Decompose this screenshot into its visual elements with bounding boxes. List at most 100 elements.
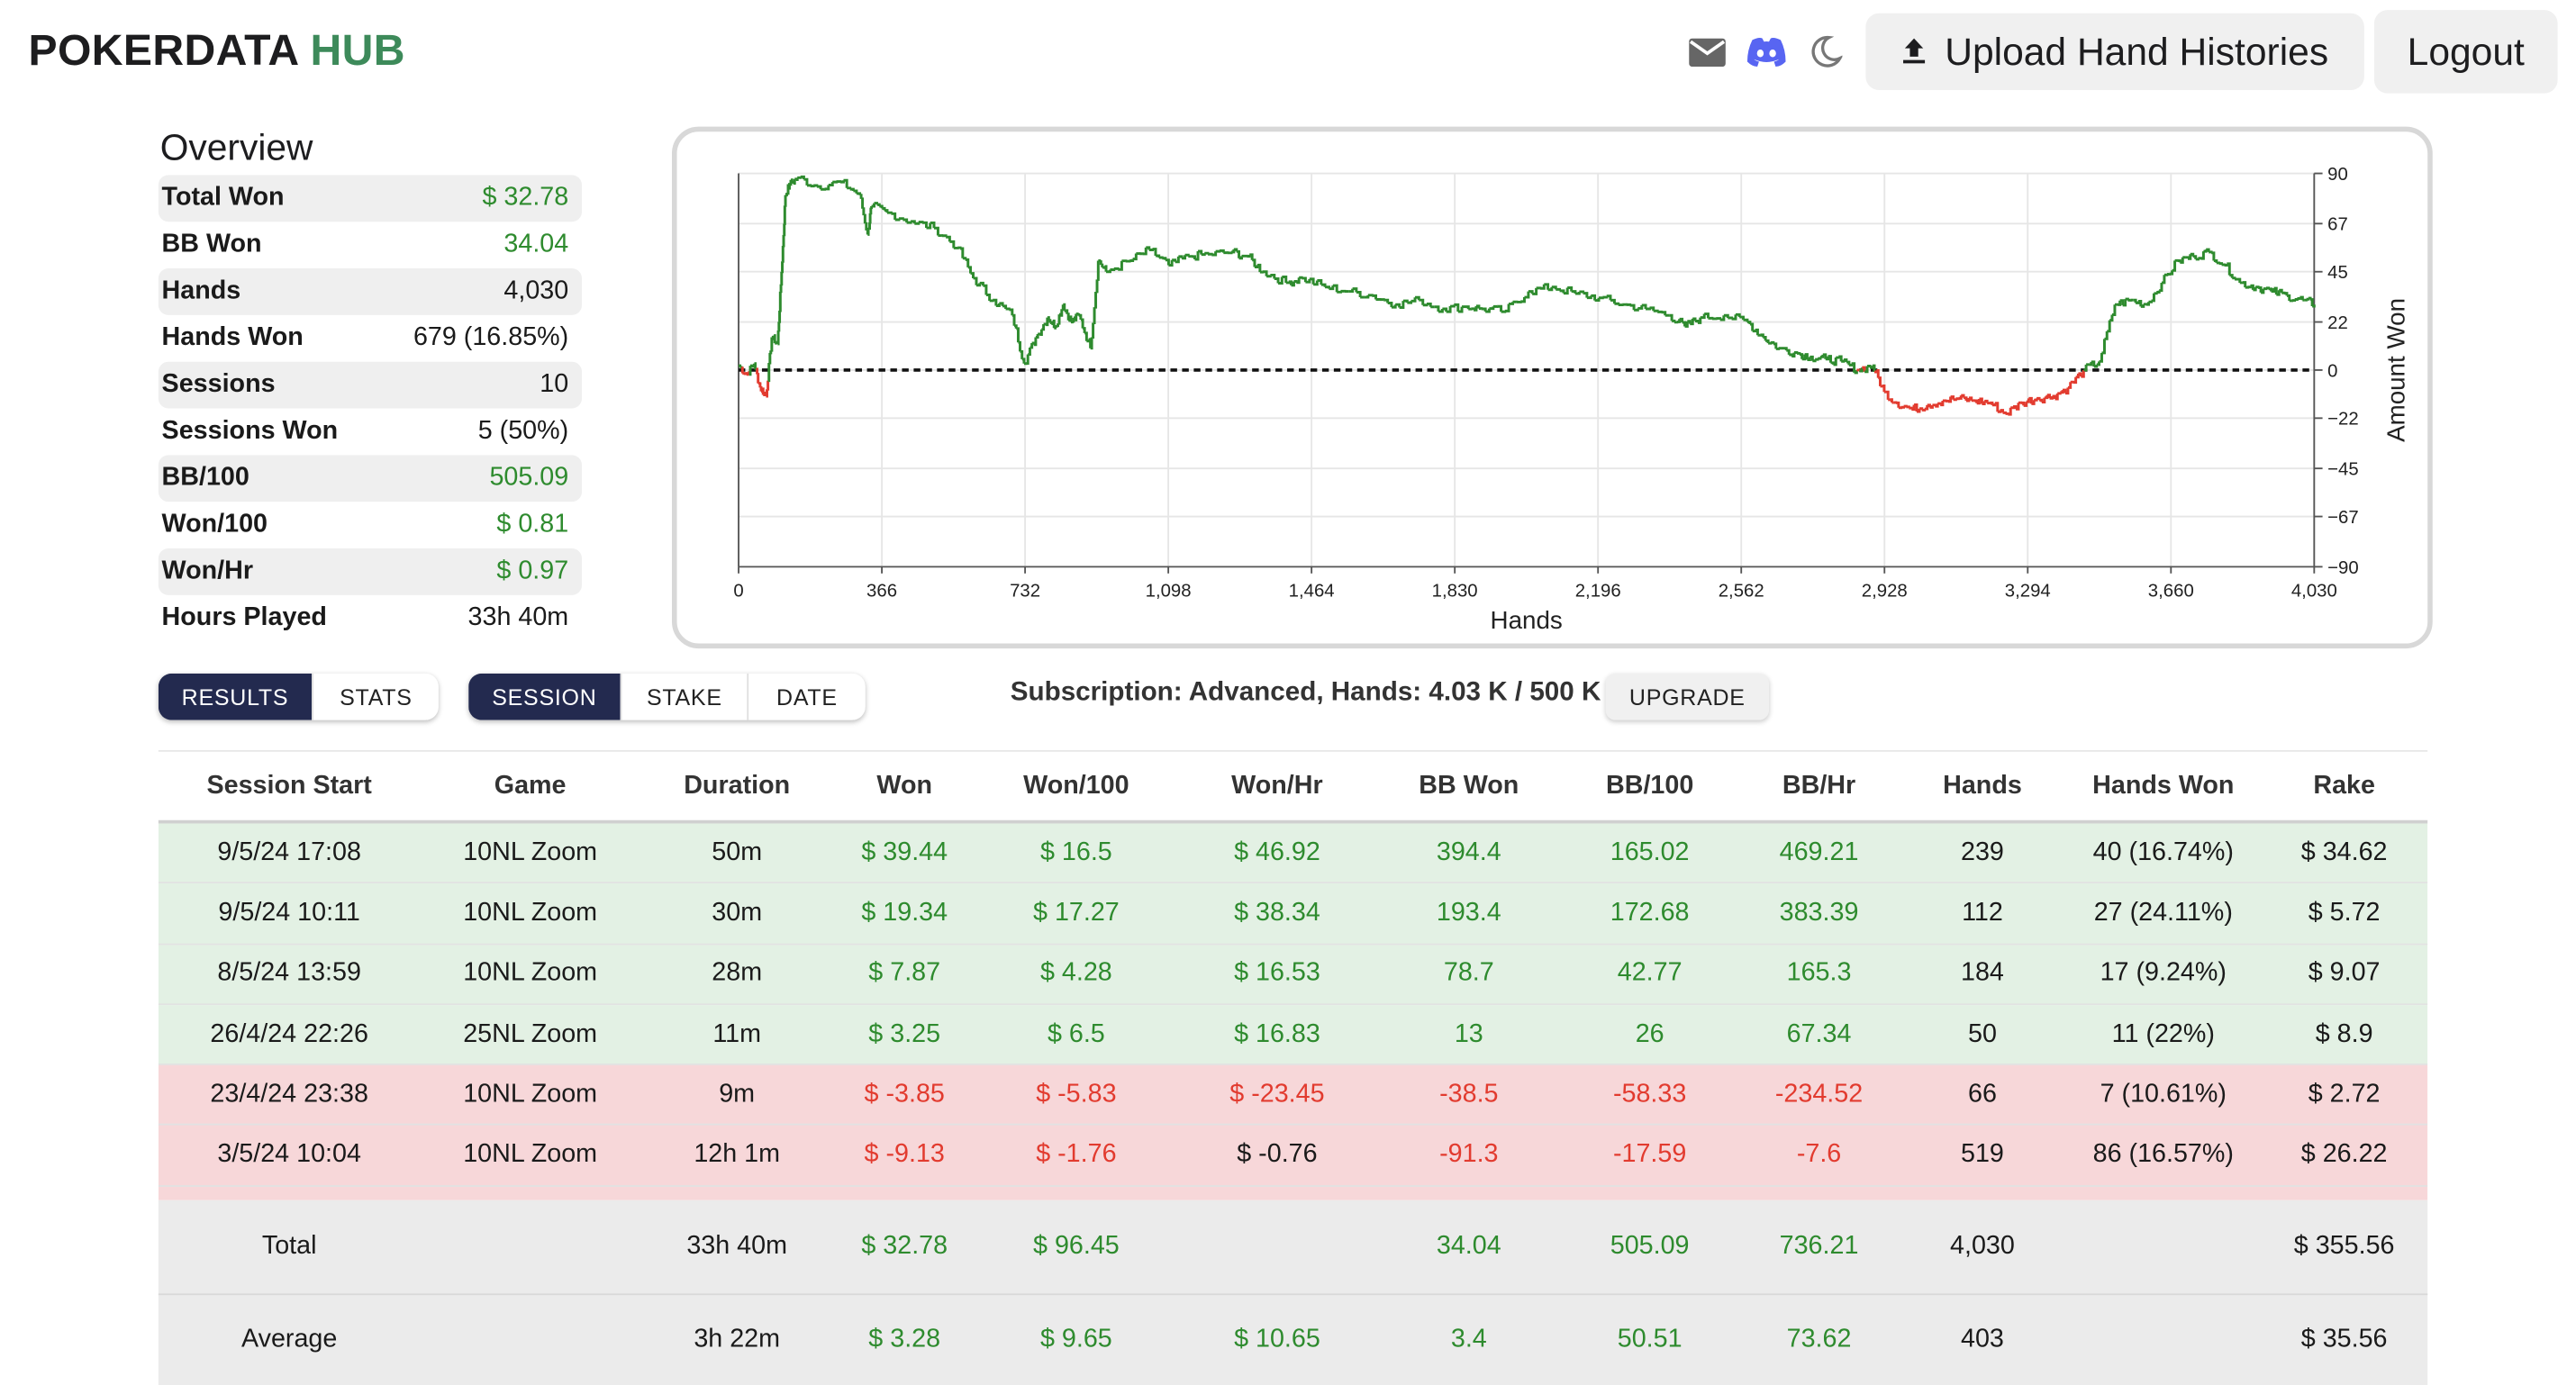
table-cell: $ 4.28: [975, 945, 1177, 1003]
column-header[interactable]: Won/100: [975, 752, 1177, 820]
series-line-segment: [1637, 305, 1641, 309]
footer-cell: 73.62: [1739, 1295, 1900, 1385]
table-cell: 26/4/24 22:26: [159, 1005, 421, 1064]
column-header[interactable]: Hands: [1899, 752, 2065, 820]
toggle-stats[interactable]: STATS: [312, 674, 439, 720]
moon-icon[interactable]: [1804, 30, 1847, 73]
app-logo[interactable]: POKERDATA HUB: [28, 25, 404, 77]
column-header[interactable]: Duration: [640, 752, 834, 820]
series-line-segment: [1002, 306, 1006, 309]
discord-icon[interactable]: [1744, 30, 1787, 73]
overview-label: Total Won: [162, 184, 285, 213]
logout-button[interactable]: Logout: [2374, 10, 2558, 94]
series-line-segment: [777, 330, 778, 344]
series-line-segment: [1572, 292, 1575, 294]
series-line-segment: [1022, 359, 1024, 364]
series-line-segment: [1867, 367, 1870, 368]
toggle-date[interactable]: DATE: [747, 674, 865, 720]
table-cell: 25NL Zoom: [420, 1005, 639, 1064]
series-line-segment: [934, 228, 938, 235]
column-header[interactable]: Rake: [2261, 752, 2427, 820]
y-tick-label: −45: [2327, 460, 2359, 480]
column-header[interactable]: Won/Hr: [1177, 752, 1377, 820]
series-line-segment: [1716, 319, 1719, 320]
series-line-segment: [1556, 289, 1559, 290]
overview-value: $ 0.81: [496, 510, 568, 539]
series-line-segment: [1946, 401, 1948, 402]
series-line-segment: [1646, 308, 1649, 309]
x-axis-label: Hands: [1491, 606, 1563, 634]
toggle-session[interactable]: SESSION: [468, 674, 620, 720]
mail-icon[interactable]: [1685, 30, 1728, 73]
series-line-segment: [1293, 281, 1296, 282]
series-line-segment: [1077, 314, 1078, 315]
series-line-segment: [1846, 362, 1849, 365]
column-header[interactable]: BB Won: [1377, 752, 1561, 820]
series-line-segment: [2060, 390, 2063, 393]
series-line-segment: [750, 366, 751, 367]
series-line-segment: [1818, 357, 1820, 358]
series-line-segment: [2237, 279, 2240, 283]
toggle-stake[interactable]: STAKE: [621, 674, 748, 720]
column-header[interactable]: Hands Won: [2066, 752, 2262, 820]
series-line-segment: [1252, 260, 1255, 267]
series-line-segment: [867, 228, 868, 235]
toggle-results[interactable]: RESULTS: [159, 674, 312, 720]
upload-hand-histories-button[interactable]: Upload Hand Histories: [1865, 14, 2363, 90]
series-line-segment: [1056, 326, 1057, 327]
footer-cell: $ 355.56: [2261, 1200, 2427, 1294]
series-line-segment: [1520, 297, 1524, 302]
series-line-segment: [1812, 359, 1815, 361]
series-line-segment: [741, 368, 742, 374]
upgrade-button[interactable]: UPGRADE: [1606, 674, 1769, 720]
series-line-segment: [1750, 324, 1753, 331]
x-tick-label: 3,660: [2148, 582, 2194, 602]
series-line-segment: [1050, 323, 1051, 324]
series-line-segment: [1156, 256, 1159, 258]
series-line-segment: [1018, 342, 1020, 351]
series-line-segment: [1274, 279, 1278, 284]
table-cell: $ 17.27: [975, 884, 1177, 943]
column-header[interactable]: Session Start: [159, 752, 421, 820]
table-row[interactable]: 27/4/24 19:5225NL Zoom3h 50m$ -40.03$ -4…: [159, 1187, 2427, 1200]
table-cell: 193.4: [1377, 884, 1561, 943]
table-cell: $ -9.13: [834, 1126, 975, 1184]
series-line-segment: [1948, 397, 1951, 402]
column-header[interactable]: BB/100: [1561, 752, 1739, 820]
series-line-segment: [1166, 260, 1169, 266]
table-cell: $ -3.85: [834, 1065, 975, 1124]
series-line-segment: [2219, 264, 2222, 265]
table-cell: 3h 50m: [640, 1187, 834, 1200]
column-header[interactable]: Game: [420, 752, 639, 820]
series-line-segment: [1579, 292, 1583, 294]
series-line-segment: [1998, 411, 2000, 412]
overview-label: Sessions Won: [162, 417, 339, 447]
series-line-segment: [1771, 342, 1773, 343]
table-cell: 66: [1899, 1065, 2065, 1124]
table-cell: $ 87.00: [2261, 1187, 2427, 1200]
series-line-segment: [780, 285, 781, 292]
series-line-segment: [2039, 400, 2042, 402]
series-line-segment: [857, 194, 860, 195]
table-cell: $ 38.34: [1177, 884, 1377, 943]
series-line-segment: [1266, 275, 1270, 276]
overview-value: 4,030: [503, 276, 568, 306]
series-line-segment: [1482, 309, 1485, 312]
series-line-segment: [1435, 307, 1438, 312]
series-line-segment: [1794, 353, 1797, 354]
series-line-segment: [1126, 261, 1129, 262]
table-cell: -7.6: [1739, 1126, 1900, 1184]
table-cell: 67.34: [1739, 1005, 1900, 1064]
series-line-segment: [2156, 291, 2159, 293]
table-cell: 165.3: [1739, 945, 1900, 1003]
column-header[interactable]: BB/Hr: [1739, 752, 1900, 820]
column-header[interactable]: Won: [834, 752, 975, 820]
series-line-segment: [1878, 378, 1880, 386]
